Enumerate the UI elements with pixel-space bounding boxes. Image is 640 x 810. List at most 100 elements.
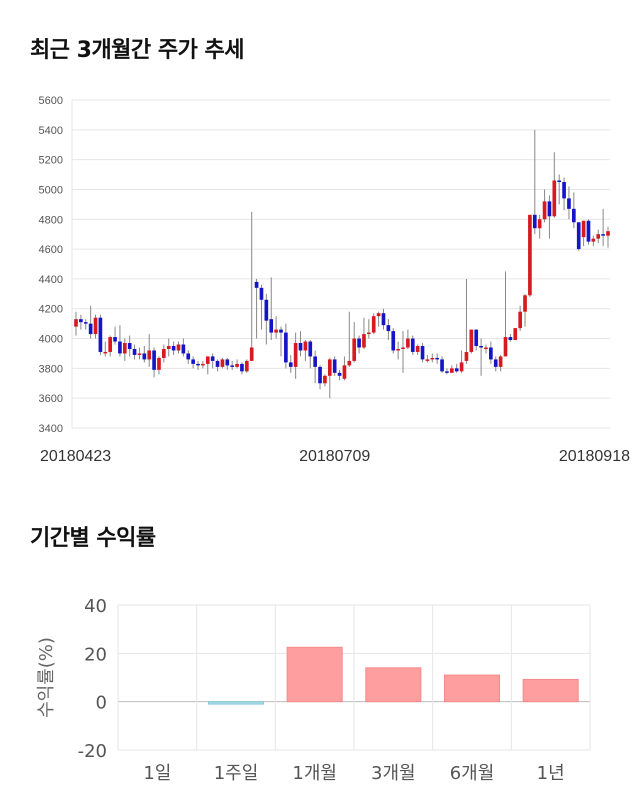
candle-body <box>88 323 93 335</box>
candle-body <box>528 214 532 296</box>
candle-body <box>137 353 142 355</box>
candle-body <box>606 231 610 236</box>
candle <box>347 311 352 367</box>
candle-body <box>567 198 571 209</box>
candle-body <box>352 338 357 361</box>
candle <box>518 305 522 332</box>
candle <box>484 344 488 354</box>
candle <box>537 214 542 239</box>
candle-body <box>259 287 264 300</box>
candle-body <box>264 299 269 321</box>
candle-body <box>474 329 479 346</box>
candle <box>147 334 152 367</box>
y-tick-label: 4000 <box>39 334 63 346</box>
candle <box>132 344 137 360</box>
candle <box>240 362 244 375</box>
candle <box>528 214 532 297</box>
candle-body <box>327 359 332 376</box>
candle <box>435 353 440 364</box>
candle <box>576 222 581 251</box>
candle-body <box>484 347 488 349</box>
candle <box>215 359 220 372</box>
candle-body <box>162 348 166 358</box>
candle-body <box>513 328 518 341</box>
candle <box>606 226 610 248</box>
candle <box>269 277 274 341</box>
candle-body <box>498 356 503 367</box>
candle-body <box>249 347 254 361</box>
candle <box>205 356 210 375</box>
candle <box>410 335 415 355</box>
candle <box>572 192 576 229</box>
candle-body <box>220 359 225 367</box>
candle <box>127 335 132 357</box>
candle <box>264 293 269 345</box>
candle <box>567 186 571 220</box>
candle <box>381 308 386 330</box>
candle <box>342 356 347 381</box>
candle <box>469 329 474 354</box>
candle <box>357 335 361 354</box>
candle-body <box>420 346 425 360</box>
candle-body <box>425 359 430 361</box>
y-tick-label: 40 <box>84 596 107 617</box>
candle <box>337 369 342 381</box>
candle <box>88 305 93 339</box>
candle-body <box>469 329 474 352</box>
candle-body <box>367 332 371 335</box>
candle <box>201 360 205 369</box>
candle-body <box>269 319 274 333</box>
candle <box>249 211 254 361</box>
candle <box>93 314 98 339</box>
candle-body <box>298 343 303 351</box>
candle <box>235 359 239 369</box>
candle <box>425 354 430 363</box>
candle-body <box>288 362 293 367</box>
candle-body <box>430 357 435 360</box>
price-trend-title: 최근 3개월간 주가 추세 <box>30 38 244 63</box>
candle <box>293 332 298 379</box>
candle <box>98 314 103 355</box>
candle-body <box>147 350 152 360</box>
candle <box>157 356 161 375</box>
candle <box>210 353 215 369</box>
candle <box>318 365 322 390</box>
candle-body <box>337 372 342 376</box>
candle <box>464 278 469 364</box>
candle-body <box>176 344 181 351</box>
candle-body <box>489 347 493 360</box>
candle-body <box>181 344 186 354</box>
candle-body <box>459 362 464 372</box>
candle-body <box>127 343 132 349</box>
candle-body <box>191 359 195 364</box>
candle-body <box>171 346 176 351</box>
candle <box>498 354 503 372</box>
candle-body <box>523 295 527 312</box>
candle-body <box>537 219 542 229</box>
x-tick-label: 1개월 <box>292 763 337 784</box>
candle-body <box>445 371 449 373</box>
candle <box>386 319 391 341</box>
candle <box>162 344 166 363</box>
candle <box>493 356 498 372</box>
candle-body <box>406 338 410 348</box>
candle <box>396 341 400 360</box>
candle-body <box>547 201 552 217</box>
y-tick-label: 3400 <box>39 423 63 435</box>
candle <box>547 195 552 239</box>
candle-body <box>435 357 440 360</box>
candle <box>323 374 327 387</box>
period-return-bar-chart: -20 0 20 40 1일 1주일 1개월 3개월 6개월 1년 수익률(%) <box>36 596 591 784</box>
candle-body <box>205 356 210 364</box>
candle-body <box>396 348 400 351</box>
candle <box>459 350 464 373</box>
candle-body <box>303 341 308 351</box>
candle-body <box>376 313 381 317</box>
candle-body <box>244 360 249 372</box>
candle-body <box>440 359 444 372</box>
candle <box>508 334 513 342</box>
candle-body <box>581 220 586 238</box>
candle <box>113 326 117 345</box>
candle-body <box>279 329 283 333</box>
candle <box>420 343 425 363</box>
